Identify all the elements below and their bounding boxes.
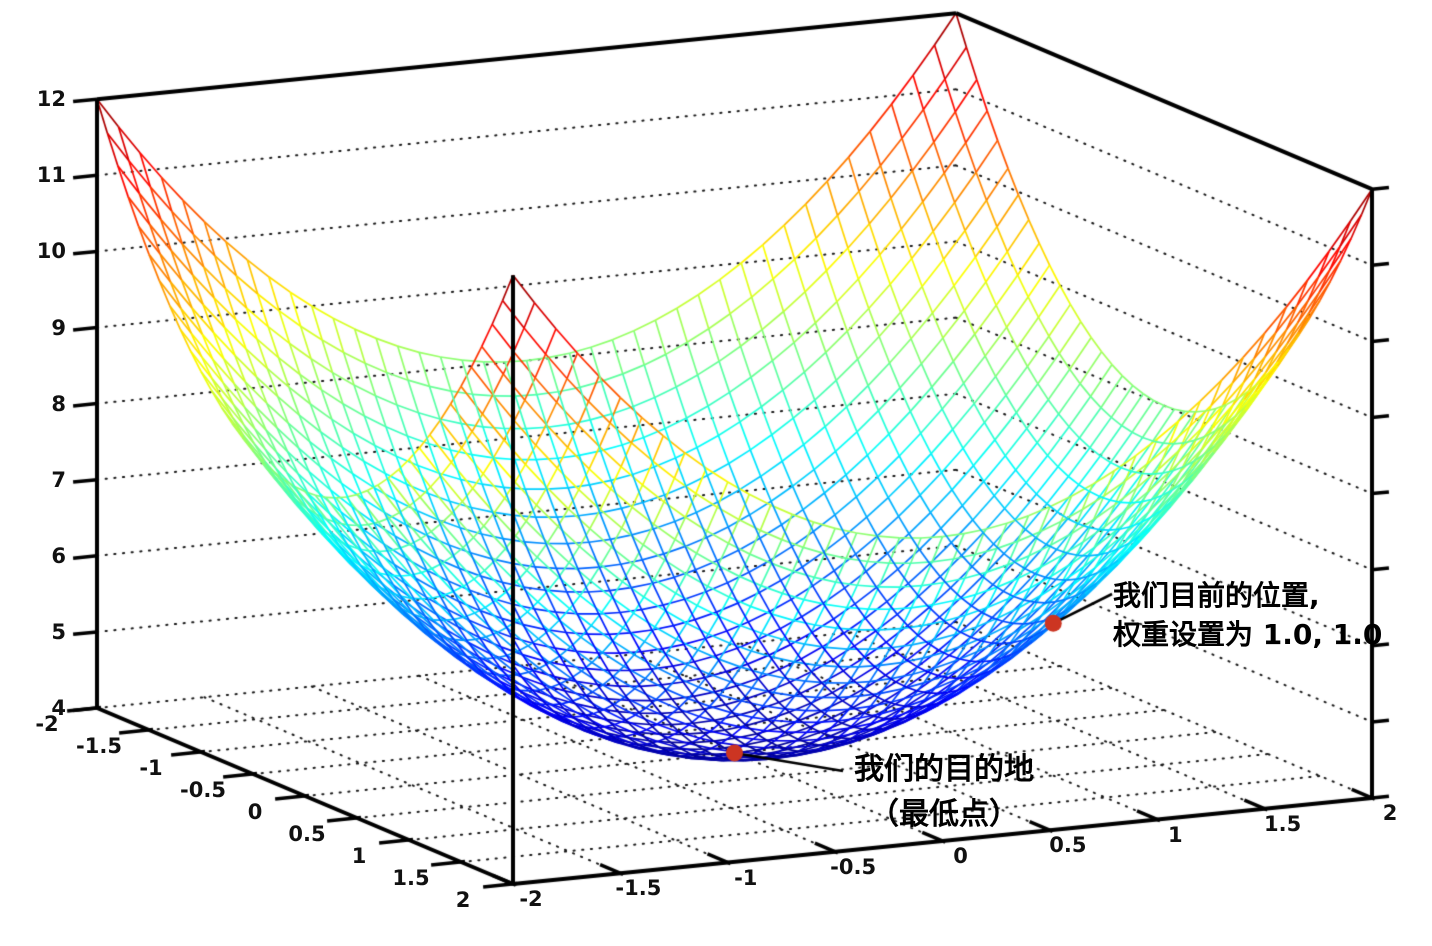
y-tick-label: -2: [519, 887, 543, 911]
z-tick-label: 12: [36, 87, 66, 112]
y-tick-label: 0.5: [1049, 833, 1087, 858]
x-tick-label: -1: [139, 756, 163, 780]
x-tick-label: 0: [247, 800, 263, 824]
x-tick-label: 2: [455, 888, 471, 912]
x-tick-label: -1.5: [76, 734, 122, 758]
z-tick-label: 10: [36, 239, 66, 264]
annotation-destination: 我们的目的地 （最低点）: [838, 747, 1050, 837]
x-tick-label: 1: [351, 844, 367, 868]
annotation-destination-line-1: 我们的目的地: [854, 752, 1034, 787]
y-tick-label: 1: [1167, 822, 1183, 847]
z-tick-label: 4: [51, 696, 66, 720]
x-tick-label: 1.5: [392, 866, 430, 890]
x-tick-label: -0.5: [180, 778, 226, 802]
z-tick-label: 9: [51, 315, 66, 340]
annotation-current-line-1: 我们目前的位置,: [1113, 579, 1320, 612]
z-tick-label: 5: [51, 619, 66, 644]
y-tick-label: -0.5: [830, 854, 877, 879]
annotation-destination-line-2: （最低点）: [869, 797, 1019, 832]
y-tick-label: 2: [1382, 801, 1398, 825]
z-tick-label: 11: [36, 163, 66, 188]
y-tick-label: 1.5: [1264, 811, 1302, 836]
x-tick-label: -2: [35, 712, 59, 736]
y-tick-label: -1.5: [615, 876, 662, 901]
z-tick-label: 6: [51, 543, 66, 568]
z-tick-label: 7: [51, 467, 66, 492]
annotation-current-line-2: 权重设置为 1.0, 1.0: [1113, 618, 1383, 651]
y-tick-label: 0: [953, 844, 968, 868]
x-tick-label: 0.5: [288, 822, 326, 846]
annotation-current-position: 我们目前的位置, 权重设置为 1.0, 1.0: [1113, 576, 1382, 654]
y-tick-label: -1: [734, 865, 758, 890]
z-tick-label: 8: [51, 391, 66, 416]
